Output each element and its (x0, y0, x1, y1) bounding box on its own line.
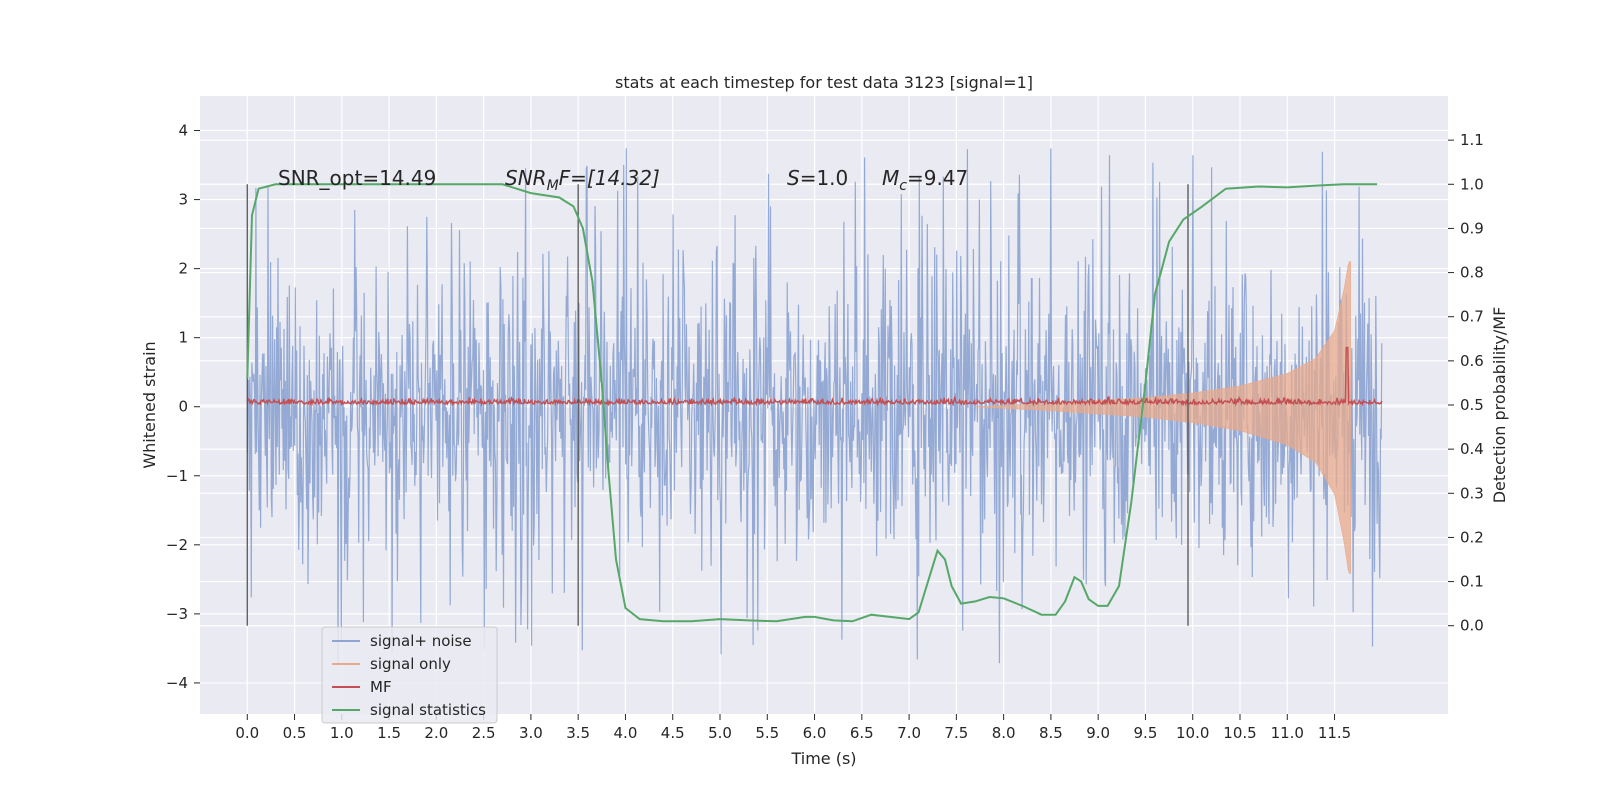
x-tick-label: 7.5 (944, 724, 968, 742)
x-tick-label: 8.0 (992, 724, 1016, 742)
y2-tick-label: 0.3 (1460, 484, 1484, 502)
y-tick-label: −3 (166, 605, 188, 623)
x-tick-label: 6.5 (850, 724, 874, 742)
x-tick-label: 11.5 (1318, 724, 1351, 742)
annotation-snr-mf-sub: M (547, 178, 559, 194)
legend: signal+ noise signal only MF signal stat… (321, 626, 498, 724)
annotation-snr-mf: SNRMF=[14.32] (505, 166, 660, 194)
x-tick-label: 0.5 (283, 724, 307, 742)
y2-tick-label: 0.1 (1460, 573, 1484, 591)
annotation-s-name: S (787, 166, 800, 190)
y2-tick-label: 1.0 (1460, 175, 1484, 193)
annotation-mc-rest: =9.47 (907, 166, 968, 190)
x-tick-label: 5.5 (755, 724, 779, 742)
annotation-snr-mf-rest: F=[14.32] (559, 166, 660, 190)
x-tick-label: 0.0 (235, 724, 259, 742)
x-tick-label: 10.0 (1176, 724, 1209, 742)
y-tick-label: −2 (166, 536, 188, 554)
signal-noise-series (246, 148, 1383, 666)
x-axis-ticks: 0.0 0.5 1.0 1.5 2.0 2.5 3.0 3.5 4.0 4.5 5.0 5.5 6.0 6… (235, 714, 1351, 742)
y2-tick-label: 0.8 (1460, 264, 1484, 282)
y2-tick-label: 0.6 (1460, 352, 1484, 370)
legend-label-mf: MF (370, 678, 392, 696)
annotation-s: S=1.0 (787, 166, 848, 190)
y2-axis-label: Detection probability/MF (1490, 307, 1509, 504)
signal-statistics-series (246, 183, 1378, 623)
y-tick-label: 1 (178, 329, 188, 347)
x-tick-label: 2.0 (424, 724, 448, 742)
x-tick-label: 2.5 (472, 724, 496, 742)
y-tick-label: 3 (178, 191, 188, 209)
x-tick-label: 9.5 (1134, 724, 1158, 742)
legend-box (321, 626, 498, 724)
y-tick-label: 2 (178, 260, 188, 278)
x-tick-label: 9.0 (1086, 724, 1110, 742)
y2-tick-label: 0.0 (1460, 617, 1484, 635)
legend-label-signal-only: signal only (370, 655, 451, 673)
annotation-snr-mf-name: SNR (505, 166, 547, 190)
x-tick-label: 4.0 (614, 724, 638, 742)
x-tick-label: 8.5 (1039, 724, 1063, 742)
y-tick-label: 0 (178, 398, 188, 416)
x-tick-label: 10.5 (1223, 724, 1256, 742)
x-axis-label: Time (s) (790, 749, 856, 768)
annotation-mc-name: M (882, 166, 899, 190)
y-axis-label: Whitened strain (140, 341, 159, 468)
x-tick-label: 4.5 (661, 724, 685, 742)
x-tick-label: 3.0 (519, 724, 543, 742)
annotation-snr-opt: SNR_opt=14.49 (278, 166, 436, 190)
legend-label-signal-noise: signal+ noise (370, 632, 472, 650)
annotation-mc: Mc=9.47 (882, 166, 968, 194)
x-tick-label: 7.0 (897, 724, 921, 742)
x-tick-label: 6.0 (803, 724, 827, 742)
y2-tick-label: 0.5 (1460, 396, 1484, 414)
y-tick-label: 4 (178, 122, 188, 140)
legend-label-signal-statistics: signal statistics (370, 701, 486, 719)
vertical-markers (246, 184, 1189, 626)
y-tick-label: −1 (166, 467, 188, 485)
y-axis-ticks: 4 3 2 1 0 −1 −2 −3 −4 (166, 122, 200, 692)
x-tick-label: 3.5 (566, 724, 590, 742)
chart-title: stats at each timestep for test data 312… (615, 73, 1033, 92)
signal-only-series (975, 261, 1351, 574)
x-tick-label: 1.5 (377, 724, 401, 742)
y2-tick-label: 0.7 (1460, 308, 1484, 326)
y2-tick-label: 0.4 (1460, 440, 1484, 458)
x-tick-label: 1.0 (330, 724, 354, 742)
x-tick-label: 11.0 (1271, 724, 1304, 742)
y2-tick-label: 0.2 (1460, 528, 1484, 546)
annotation-mc-sub: c (899, 178, 907, 194)
annotation-s-rest: =1.0 (800, 166, 849, 190)
y2-tick-label: 0.9 (1460, 219, 1484, 237)
x-tick-label: 5.0 (708, 724, 732, 742)
mf-series (246, 346, 1383, 407)
y2-tick-label: 1.1 (1460, 131, 1484, 149)
y-tick-label: −4 (166, 674, 188, 692)
y2-axis-ticks: 1.1 1.0 0.9 0.8 0.7 0.6 0.5 0.4 0.3 0.2 0.1 0.0 (1448, 131, 1484, 635)
